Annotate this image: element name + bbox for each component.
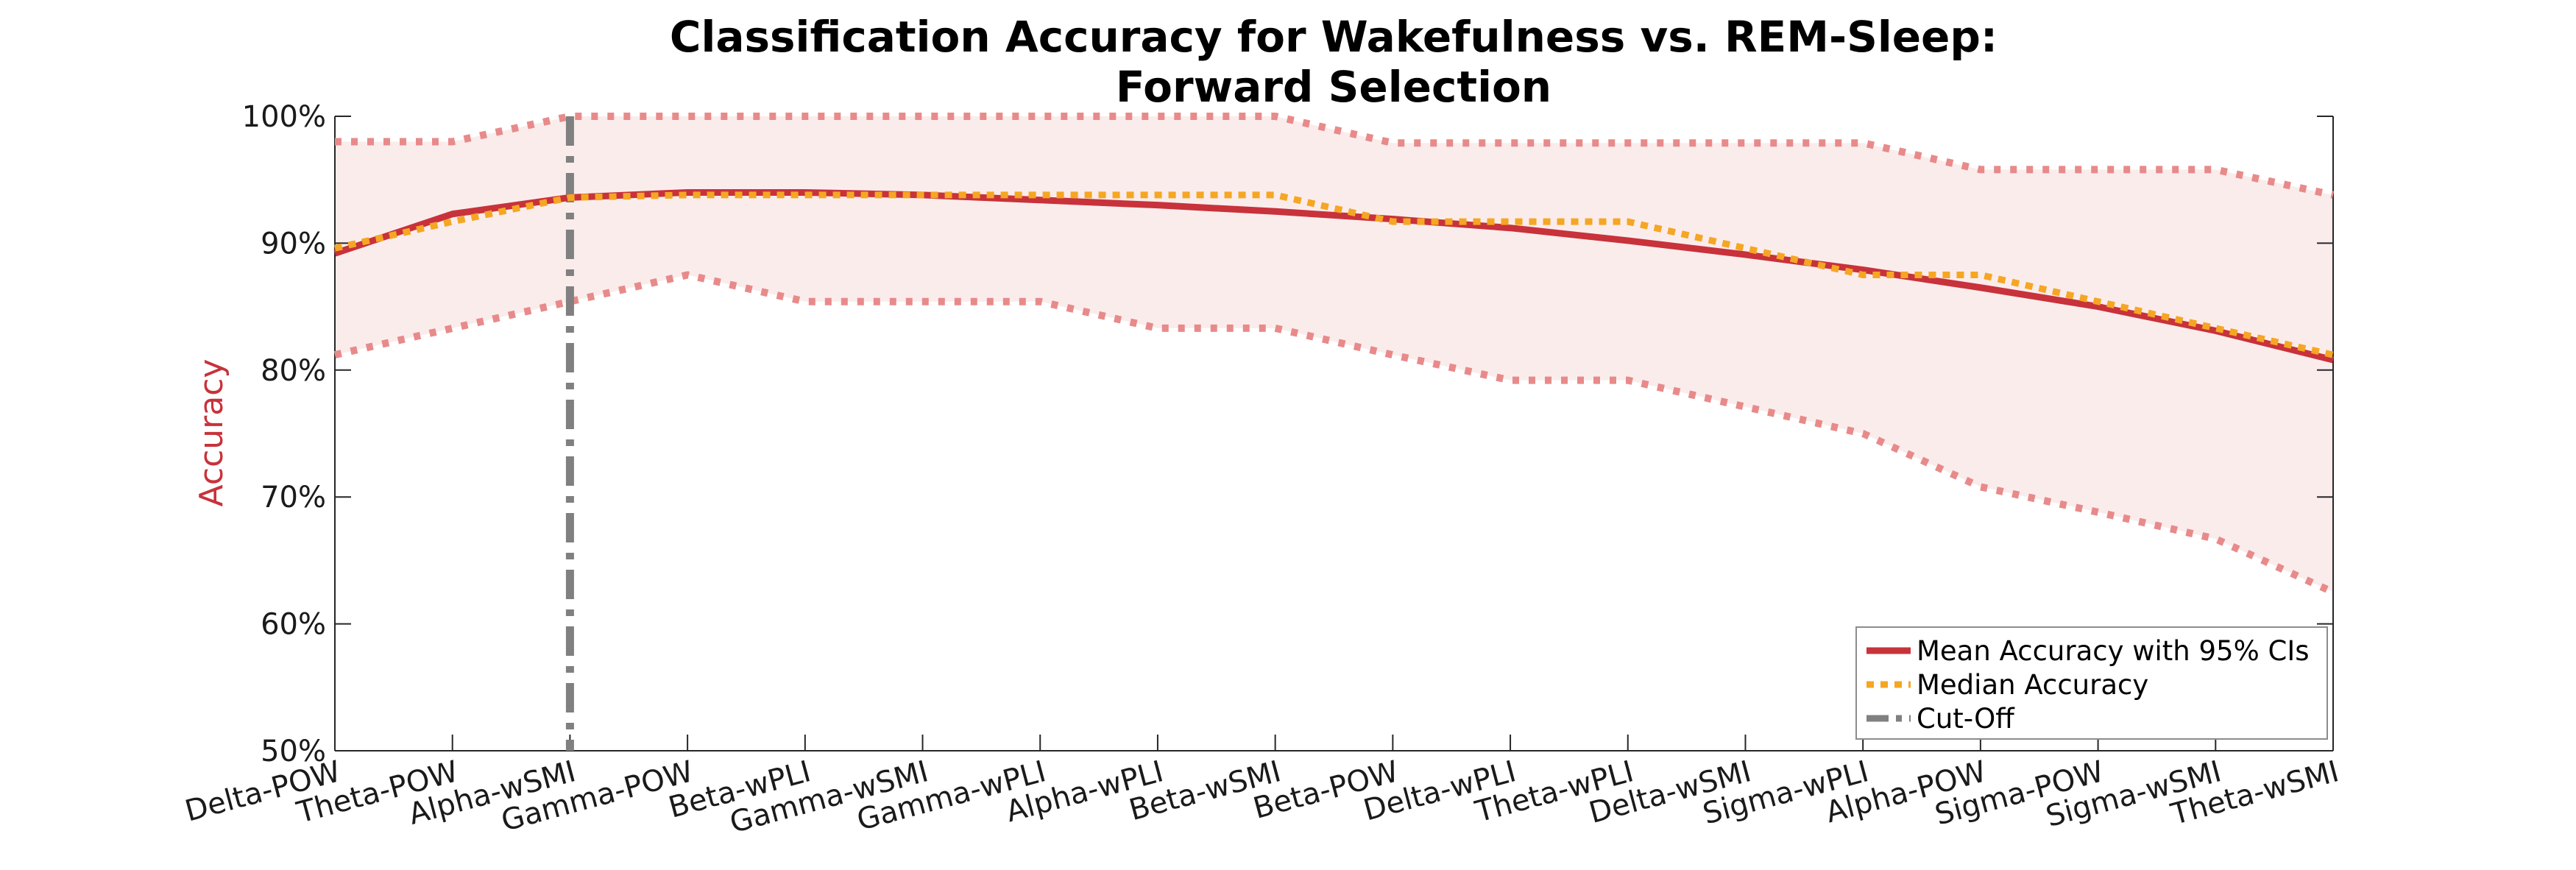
y-tick-label: 80% xyxy=(261,354,326,388)
ci-lower-line xyxy=(333,271,2335,596)
plot-area: 50%60%70%80%90%100%Delta-POWTheta-POWAlp… xyxy=(182,100,2343,840)
y-tick-label: 70% xyxy=(261,481,326,514)
ci-upper-line xyxy=(335,113,2335,199)
y-tick-label: 100% xyxy=(242,100,326,134)
chart-title-line-2: Forward Selection xyxy=(1116,62,1551,112)
y-axis-label: Accuracy xyxy=(193,359,230,507)
ci-band xyxy=(335,116,2333,593)
y-tick-label: 90% xyxy=(261,227,326,261)
legend-label: Mean Accuracy with 95% CIs xyxy=(1917,635,2310,667)
legend-label: Median Accuracy xyxy=(1917,669,2148,701)
y-tick-label: 50% xyxy=(261,735,326,768)
y-tick-label: 60% xyxy=(261,608,326,642)
legend-label: Cut-Off xyxy=(1917,703,2015,735)
median-accuracy-line xyxy=(334,191,2334,358)
legend-box xyxy=(1855,626,2328,740)
chart-title-line-1: Classification Accuracy for Wakefulness … xyxy=(670,12,1998,62)
